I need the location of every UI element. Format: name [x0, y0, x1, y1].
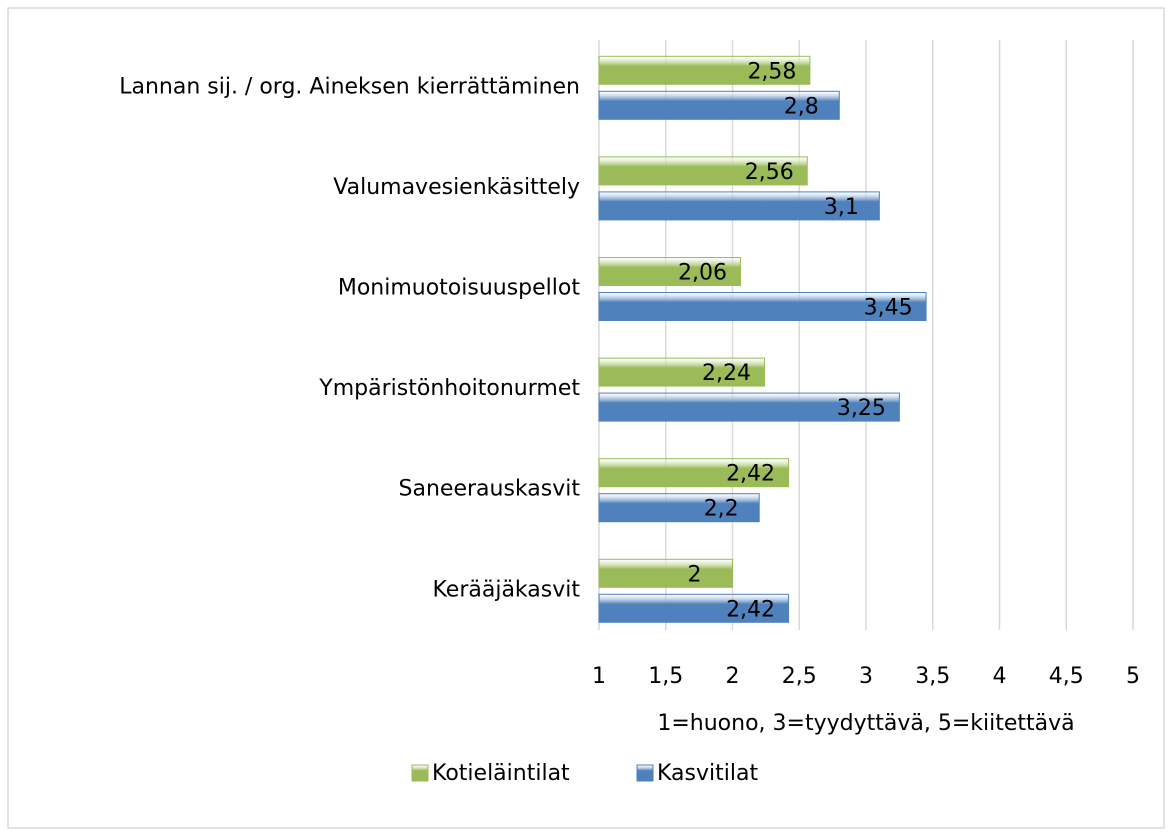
bar [598, 55, 811, 85]
x-tick-label: 3,5 [915, 664, 950, 689]
x-tick-label: 2,5 [782, 664, 817, 689]
data-label: 2,06 [678, 261, 727, 286]
bar [598, 357, 766, 387]
data-label: 3,1 [824, 195, 859, 220]
y-tick-label: Kerääjäkasvit [432, 577, 580, 602]
x-axis-label: 1=huono, 3=tyydyttävä, 5=kiitettävä [657, 711, 1074, 736]
y-tick-label: Valumavesienkäsittely [333, 175, 580, 200]
bar [598, 156, 808, 186]
legend-swatch [636, 764, 654, 782]
y-tick-label: Ympäristönhoitonurmet [318, 376, 580, 401]
x-tick-label: 2 [726, 664, 740, 689]
bar [598, 493, 760, 523]
data-label: 3,45 [864, 296, 913, 321]
legend-label: Kasvitilat [657, 761, 758, 786]
legend-swatch [411, 764, 429, 782]
data-label: 3,25 [837, 396, 886, 421]
y-tick-label: Lannan sij. / org. Aineksen kierrättämin… [119, 74, 580, 99]
y-tick-label: Monimuotoisuuspellot [338, 276, 581, 301]
bar [598, 191, 880, 221]
bar [598, 558, 733, 588]
bar [598, 593, 790, 623]
x-tick-label: 1 [592, 664, 606, 689]
data-label: 2 [688, 562, 702, 587]
x-tick-label: 1,5 [648, 664, 683, 689]
data-label: 2,42 [726, 462, 775, 487]
data-label: 2,8 [784, 94, 819, 119]
data-label: 2,42 [726, 597, 775, 622]
chart-frame [7, 7, 1165, 829]
bar [598, 458, 790, 488]
data-label: 2,58 [747, 59, 796, 84]
data-label: 2,2 [704, 497, 739, 522]
x-tick-label: 4,5 [1049, 664, 1084, 689]
legend-label: Kotieläintilat [432, 761, 570, 786]
bar [598, 90, 840, 120]
bar [598, 292, 927, 321]
x-tick-label: 3 [859, 664, 873, 689]
x-tick-label: 4 [993, 664, 1007, 689]
data-label: 2,24 [702, 361, 751, 386]
x-tick-label: 5 [1126, 664, 1140, 689]
y-tick-label: Saneerauskasvit [399, 477, 581, 502]
bar [598, 392, 900, 422]
data-label: 2,56 [745, 160, 794, 185]
bar [598, 257, 742, 286]
